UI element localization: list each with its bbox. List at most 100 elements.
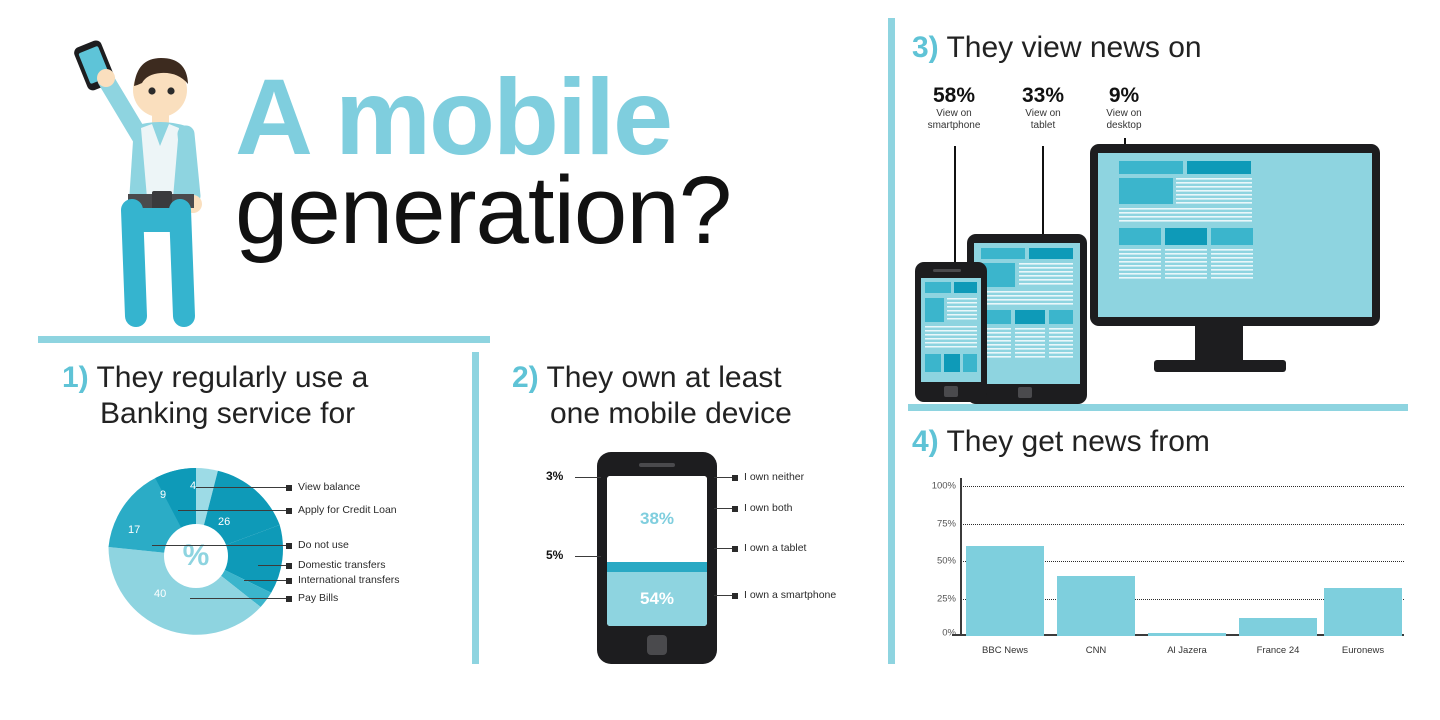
segment-own-tablet — [607, 561, 707, 572]
stat-label-tablet-1: View on — [1025, 108, 1061, 119]
leader-line-domestic-transfers — [258, 565, 286, 566]
bar-euronews — [1324, 588, 1402, 636]
legend-item-apply-credit-loan: Apply for Credit Loan — [286, 504, 397, 516]
stat-value-desktop: 9% — [1108, 84, 1140, 107]
legend-item-own-tablet: I own a tablet — [731, 542, 807, 554]
legend-item-pay-bills: Pay Bills — [285, 592, 339, 604]
stat-value-tablet: 33% — [1021, 84, 1065, 107]
section-4-title: They get news from — [946, 425, 1210, 458]
stat-label-tablet-2: tablet — [1030, 119, 1056, 131]
phone-value-neither: 3% — [546, 469, 564, 483]
leader-line-legend-both — [714, 508, 732, 509]
donut-value-9: 9 — [160, 489, 167, 501]
gridline-25 — [960, 598, 1404, 600]
segment-own-both: 38% — [607, 476, 707, 562]
section-3-number: 3) — [912, 31, 939, 64]
donut-value-4: 4 — [190, 480, 197, 492]
phone-value-tablet: 5% — [546, 548, 564, 562]
y-axis — [960, 478, 962, 636]
gridline-50 — [960, 561, 1404, 562]
donut-center-percent: % — [164, 524, 228, 588]
page-title: A mobile generation? — [235, 56, 732, 264]
divider-vertical-middle — [472, 352, 479, 664]
donut-value-17: 17 — [128, 524, 141, 536]
legend-item-international-transfers: International transfers — [286, 574, 400, 586]
section-3-heading: 3) They view news on — [912, 30, 1202, 66]
section-1-heading: 1) They regularly use a Banking service … — [62, 360, 462, 432]
stat-label-smartphone-1: View on — [936, 108, 972, 119]
gridline-100 — [960, 486, 1404, 487]
donut-slice-do-not-use — [196, 524, 284, 593]
y-tick-50: 50% — [936, 555, 956, 567]
y-tick-75: 75% — [936, 518, 956, 529]
x-label-al-jazera: Al Jazera — [1167, 645, 1207, 656]
legend-item-view-balance: View balance — [285, 481, 361, 493]
legend-item-domestic-transfers: Domestic transfers — [286, 559, 386, 571]
leader-line-legend-tablet — [714, 548, 732, 549]
leader-line-pay-bills — [190, 598, 286, 599]
news-source-bar-chart: 100% 75% 50% 25% 0% BBC News CNN Al Jaze… — [912, 478, 1408, 658]
bar-cnn — [1057, 576, 1135, 636]
phone-screen: 38% 54% — [607, 476, 707, 626]
leader-line-phone-neither — [575, 477, 601, 478]
x-label-cnn: CNN — [1085, 645, 1107, 656]
x-label-france-24: France 24 — [1256, 645, 1300, 656]
y-tick-0: 0% — [942, 627, 956, 639]
stat-view-on-smartphone: 58% View on smartphone — [912, 84, 996, 131]
title-line-1: A mobile — [235, 56, 673, 177]
stat-label-desktop-1: View on — [1106, 108, 1142, 119]
banking-services-donut-chart: % 4 9 26 17 40 — [108, 468, 284, 644]
section-2-number: 2) — [512, 361, 539, 394]
leader-line-legend-neither — [714, 477, 732, 478]
stat-label-smartphone-2: smartphone — [927, 119, 981, 131]
stat-view-on-desktop: 9% View on desktop — [1090, 84, 1158, 131]
title-line-2: generation? — [235, 156, 732, 264]
section-1-number: 1) — [62, 361, 89, 394]
legend-item-own-neither: I own neither — [731, 471, 805, 483]
bar-france-24 — [1239, 618, 1317, 636]
section-2-heading: 2) They own at least one mobile device — [512, 360, 892, 432]
legend-item-do-not-use: Do not use — [286, 539, 349, 551]
section-1-title-line-2: Banking service for — [100, 397, 356, 430]
device-illustrations — [905, 140, 1405, 404]
x-label-euronews: Euronews — [1341, 645, 1385, 656]
section-2-title-line-1: They own at least — [546, 361, 782, 394]
donut-value-26: 26 — [218, 516, 231, 528]
legend-item-own-smartphone: I own a smartphone — [731, 589, 837, 601]
tablet-icon — [967, 234, 1087, 404]
section-1-title-line-1: They regularly use a — [96, 361, 369, 394]
leader-line-apply-credit-loan — [178, 510, 286, 511]
legend-item-own-both: I own both — [731, 502, 793, 514]
y-tick-100: 100% — [931, 480, 956, 492]
divider-vertical-right — [888, 18, 895, 664]
phone-speaker-icon — [639, 463, 675, 467]
leader-line-view-balance — [196, 487, 286, 488]
stat-value-smartphone: 58% — [932, 84, 976, 107]
y-tick-25: 25% — [936, 593, 956, 604]
smartphone-icon — [915, 262, 987, 402]
section-2-title-line-2: one mobile device — [550, 397, 792, 430]
donut-slice-pay-bills — [108, 547, 261, 635]
pointer-line-smartphone — [954, 146, 956, 268]
desktop-monitor-icon — [1090, 144, 1380, 372]
stat-label-desktop-2: desktop — [1106, 119, 1142, 131]
leader-line-phone-tablet — [575, 556, 601, 557]
pointer-line-tablet — [1042, 146, 1044, 242]
gridline-75 — [960, 523, 1404, 525]
bar-al-jazera — [1148, 633, 1226, 636]
phone-home-button-icon — [647, 635, 667, 655]
divider-horizontal-right — [908, 404, 1408, 411]
person-holding-smartphone-icon — [74, 40, 202, 327]
x-label-bbc-news: BBC News — [982, 645, 1028, 656]
leader-line-do-not-use — [152, 545, 286, 546]
section-4-heading: 4) They get news from — [912, 424, 1210, 460]
segment-own-smartphone: 54% — [607, 572, 707, 626]
bar-bbc-news — [966, 546, 1044, 636]
donut-value-40: 40 — [154, 588, 167, 600]
leader-line-legend-smartphone — [714, 595, 732, 596]
stat-view-on-tablet: 33% View on tablet — [1008, 84, 1078, 131]
section-4-number: 4) — [912, 425, 939, 458]
divider-horizontal-left — [38, 336, 490, 343]
hero-header: A mobile generation? — [30, 20, 880, 330]
